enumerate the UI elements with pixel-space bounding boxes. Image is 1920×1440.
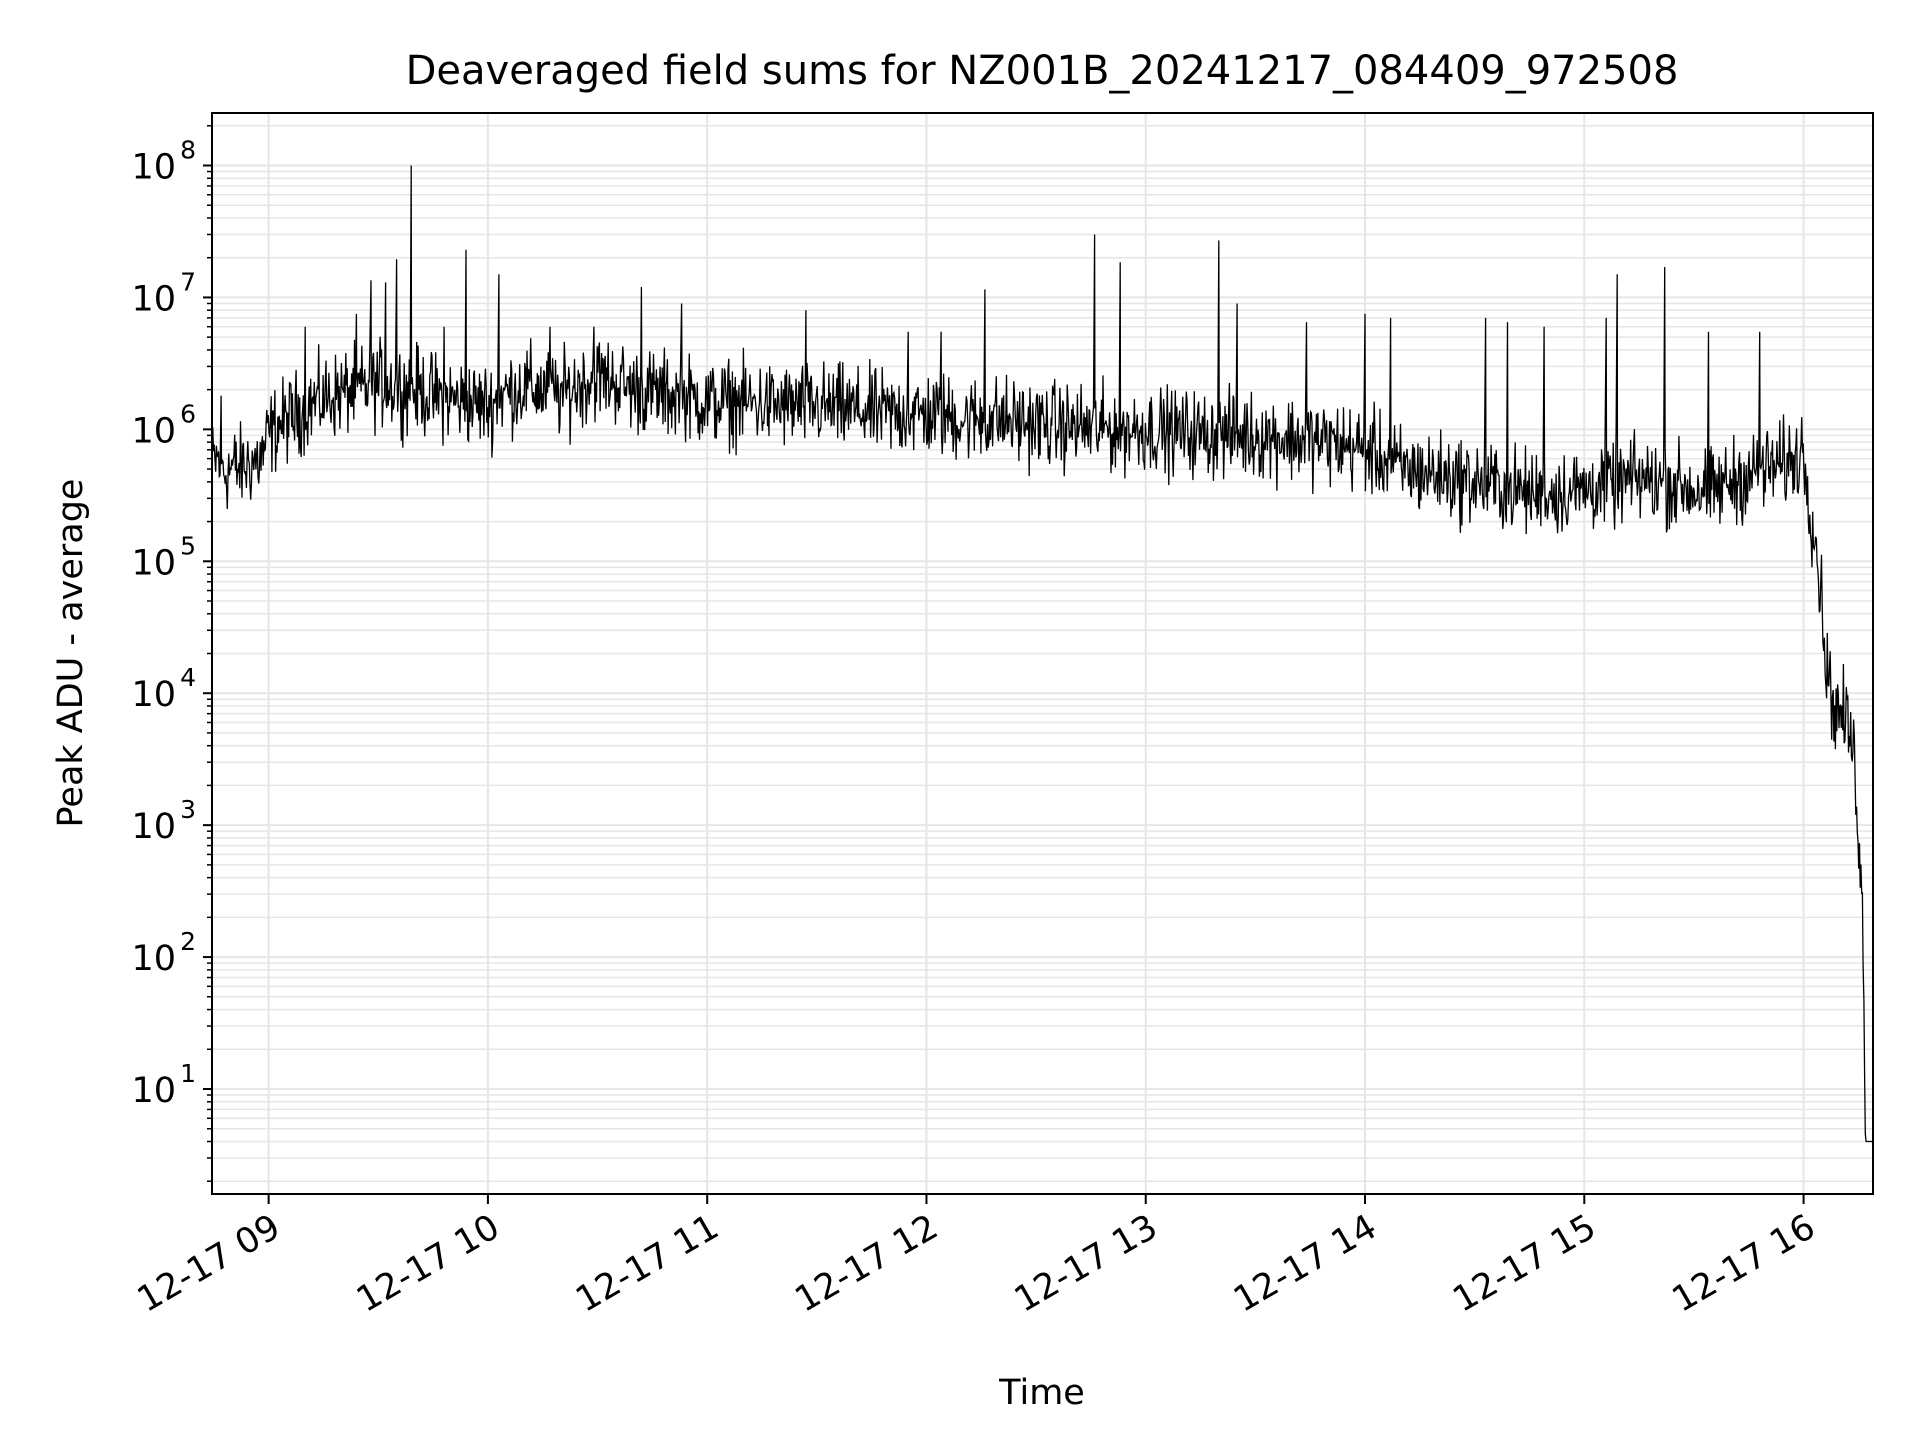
chart-title: Deaveraged field sums for NZ001B_2024121… [406, 48, 1679, 94]
y-tick-label: 10 [131, 411, 176, 451]
y-tick-exponent: 2 [180, 927, 196, 956]
y-tick-exponent: 6 [180, 399, 196, 428]
y-tick-label: 10 [131, 675, 176, 715]
y-tick-label: 10 [131, 1071, 176, 1111]
plot-area [211, 165, 1873, 1143]
y-tick-label: 10 [131, 807, 176, 847]
grid-lines [212, 113, 1873, 1194]
y-tick-exponent: 5 [180, 531, 196, 560]
y-tick-exponent: 1 [180, 1059, 196, 1088]
y-tick-label: 10 [131, 147, 176, 187]
y-tick-label: 10 [131, 939, 176, 979]
data-series-line [211, 165, 1873, 1143]
y-tick-label: 10 [131, 543, 176, 583]
y-tick-exponent: 7 [180, 267, 196, 296]
y-tick-exponent: 8 [180, 135, 196, 164]
y-tick-exponent: 4 [180, 663, 196, 692]
x-axis-label: Time [998, 1373, 1085, 1413]
y-tick-exponent: 3 [180, 795, 196, 824]
y-axis-label: Peak ADU - average [51, 479, 91, 828]
y-tick-label: 10 [131, 279, 176, 319]
